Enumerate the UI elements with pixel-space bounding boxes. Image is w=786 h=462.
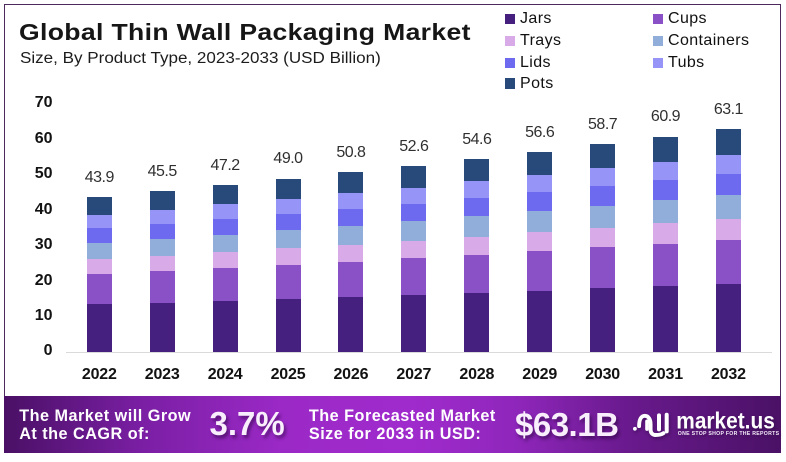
svg-text:market.us: market.us (676, 410, 775, 434)
svg-text:ONE STOP SHOP FOR THE REPORTS: ONE STOP SHOP FOR THE REPORTS (678, 431, 780, 437)
